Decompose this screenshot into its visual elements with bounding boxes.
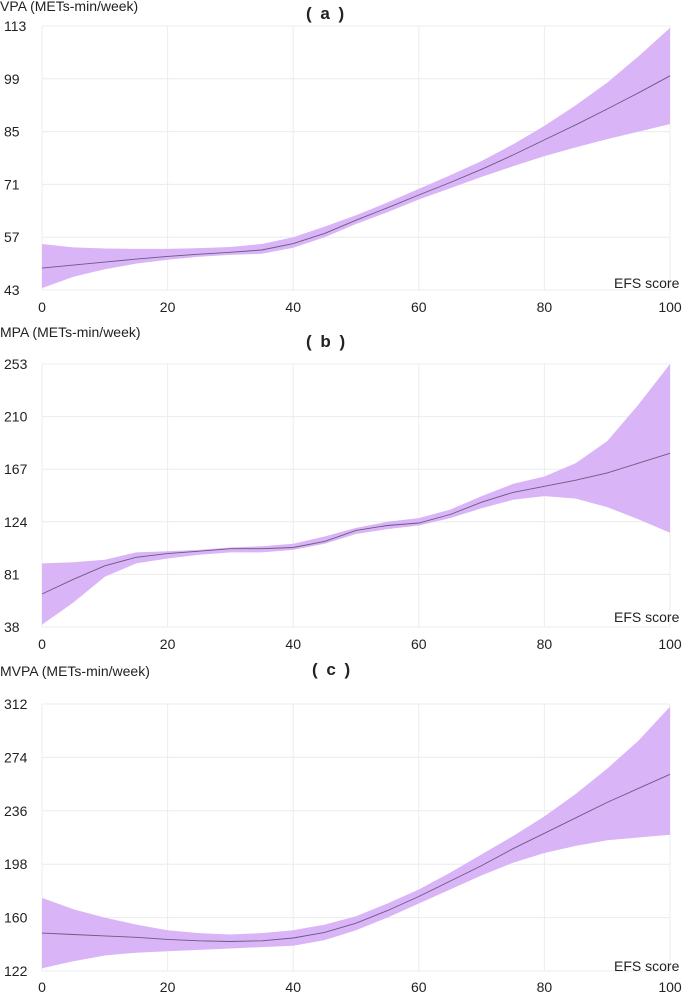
x-tick-label-b: 100 xyxy=(658,636,682,652)
fitted-line-c xyxy=(41,773,671,942)
y-tick-label-b: 210 xyxy=(4,409,28,425)
x-tick-label-c: 40 xyxy=(285,979,301,995)
y-tick-label-a: 113 xyxy=(4,18,27,34)
y-tick-label-c: 198 xyxy=(4,856,28,872)
x-tick-label-b: 80 xyxy=(537,636,553,652)
y-tick-label-b: 124 xyxy=(4,514,28,530)
panel-c: 122 160 198 236 274 312 0 20 40 60 80 100 MVPA (MET… xyxy=(0,655,685,996)
x-axis-name-a: EFS score xyxy=(614,275,680,291)
y-axis-label-c: MVPA (METs-min/week) xyxy=(0,663,150,679)
x-tick-label-b: 60 xyxy=(411,636,427,652)
y-tick-label-c: 160 xyxy=(4,910,28,926)
confidence-band-a xyxy=(42,27,670,289)
x-tick-label-a: 100 xyxy=(658,299,682,315)
y-tick-label-a: 57 xyxy=(4,229,20,245)
y-tick-label-c: 312 xyxy=(4,696,28,712)
x-tick-label-c: 60 xyxy=(411,979,427,995)
y-axis-label-a: VPA (METs-min/week) xyxy=(0,0,139,14)
x-tick-label-b: 0 xyxy=(38,636,46,652)
x-tick-label-a: 80 xyxy=(537,299,553,315)
y-tick-label-c: 274 xyxy=(4,749,28,765)
chart-svg-b: 38 81 124 167 210 253 0 20 40 60 80 100 xyxy=(4,356,682,652)
x-tick-label-c: 0 xyxy=(38,979,46,995)
x-tick-label-a: 60 xyxy=(411,299,427,315)
panel-a: 43 57 71 85 99 113 0 20 40 60 80 100 VPA (METs-min/… xyxy=(0,0,685,330)
x-tick-label-a: 0 xyxy=(38,299,46,315)
y-tick-label-a: 71 xyxy=(4,176,20,192)
y-tick-label-b: 167 xyxy=(4,461,28,477)
chart-svg-a: 43 57 71 85 99 113 0 20 40 60 80 100 xyxy=(4,18,682,315)
x-tick-label-a: 20 xyxy=(160,299,176,315)
y-tick-label-b: 38 xyxy=(4,619,20,635)
x-tick-label-a: 40 xyxy=(285,299,301,315)
x-tick-label-c: 80 xyxy=(537,979,553,995)
panel-title-b: ( b ) xyxy=(306,332,348,351)
x-tick-label-b: 20 xyxy=(160,636,176,652)
fitted-line-b xyxy=(41,452,671,595)
y-tick-label-a: 85 xyxy=(4,124,20,140)
x-axis-name-c: EFS score xyxy=(614,958,680,974)
y-tick-label-c: 122 xyxy=(4,963,28,979)
y-axis-label-b: MPA (METs-min/week) xyxy=(0,324,141,340)
panel-b: 38 81 124 167 210 253 0 20 40 60 80 100 MPA (METs-m… xyxy=(0,324,685,654)
panel-title-c: ( c ) xyxy=(312,660,353,679)
confidence-band-b xyxy=(42,364,670,625)
y-tick-label-a: 99 xyxy=(4,71,20,87)
x-tick-label-c: 100 xyxy=(658,979,682,995)
panel-title-a: ( a ) xyxy=(306,4,347,23)
y-tick-label-a: 43 xyxy=(4,282,20,298)
y-tick-label-c: 236 xyxy=(4,803,28,819)
x-tick-label-c: 20 xyxy=(160,979,176,995)
confidence-band-c xyxy=(42,706,670,969)
y-tick-label-b: 253 xyxy=(4,356,28,372)
x-axis-name-b: EFS score xyxy=(614,609,680,625)
y-tick-label-b: 81 xyxy=(4,566,20,582)
fitted-line-a xyxy=(41,75,671,269)
x-tick-label-b: 40 xyxy=(285,636,301,652)
chart-svg-c: 122 160 198 236 274 312 0 20 40 60 80 100 xyxy=(4,696,682,995)
